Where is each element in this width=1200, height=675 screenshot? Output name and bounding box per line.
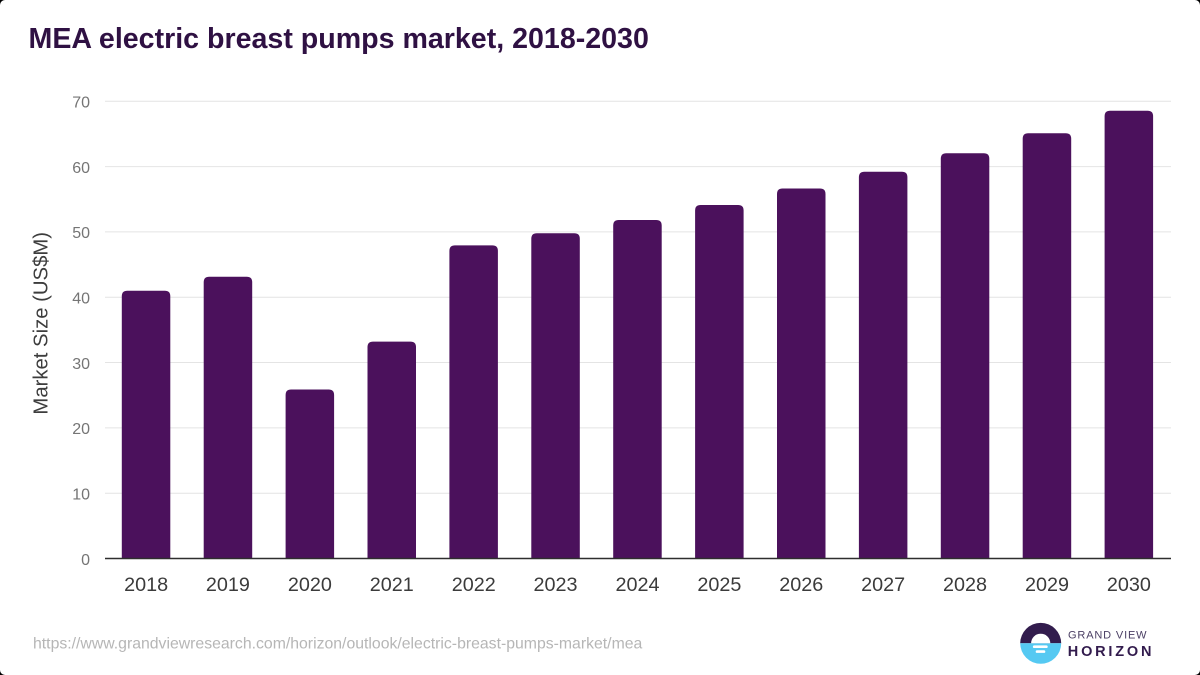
svg-text:2024: 2024 [615, 574, 659, 596]
svg-text:2020: 2020 [288, 574, 332, 596]
svg-text:2029: 2029 [1025, 574, 1069, 596]
svg-text:70: 70 [72, 95, 90, 112]
svg-text:20: 20 [72, 421, 90, 438]
svg-text:2030: 2030 [1107, 574, 1151, 596]
svg-text:2018: 2018 [124, 574, 168, 596]
svg-text:50: 50 [72, 225, 90, 242]
svg-text:60: 60 [72, 160, 90, 177]
svg-text:40: 40 [72, 291, 90, 308]
svg-text:2023: 2023 [533, 574, 577, 596]
svg-text:2027: 2027 [861, 574, 905, 596]
svg-text:30: 30 [72, 356, 90, 373]
svg-text:https://www.grandviewresearch.: https://www.grandviewresearch.com/horizo… [33, 636, 643, 653]
svg-text:10: 10 [72, 487, 90, 504]
svg-text:GRAND VIEW: GRAND VIEW [1068, 630, 1147, 642]
svg-text:Market Size (US$M): Market Size (US$M) [30, 232, 52, 415]
svg-text:2025: 2025 [697, 574, 741, 596]
svg-text:0: 0 [81, 552, 90, 569]
svg-text:2019: 2019 [206, 574, 250, 596]
svg-text:2021: 2021 [370, 574, 414, 596]
svg-text:2026: 2026 [779, 574, 823, 596]
svg-text:HORIZON: HORIZON [1068, 644, 1154, 660]
svg-text:2028: 2028 [943, 574, 987, 596]
svg-text:MEA electric breast pumps mark: MEA electric breast pumps market, 2018-2… [29, 23, 649, 55]
svg-text:2022: 2022 [452, 574, 496, 596]
